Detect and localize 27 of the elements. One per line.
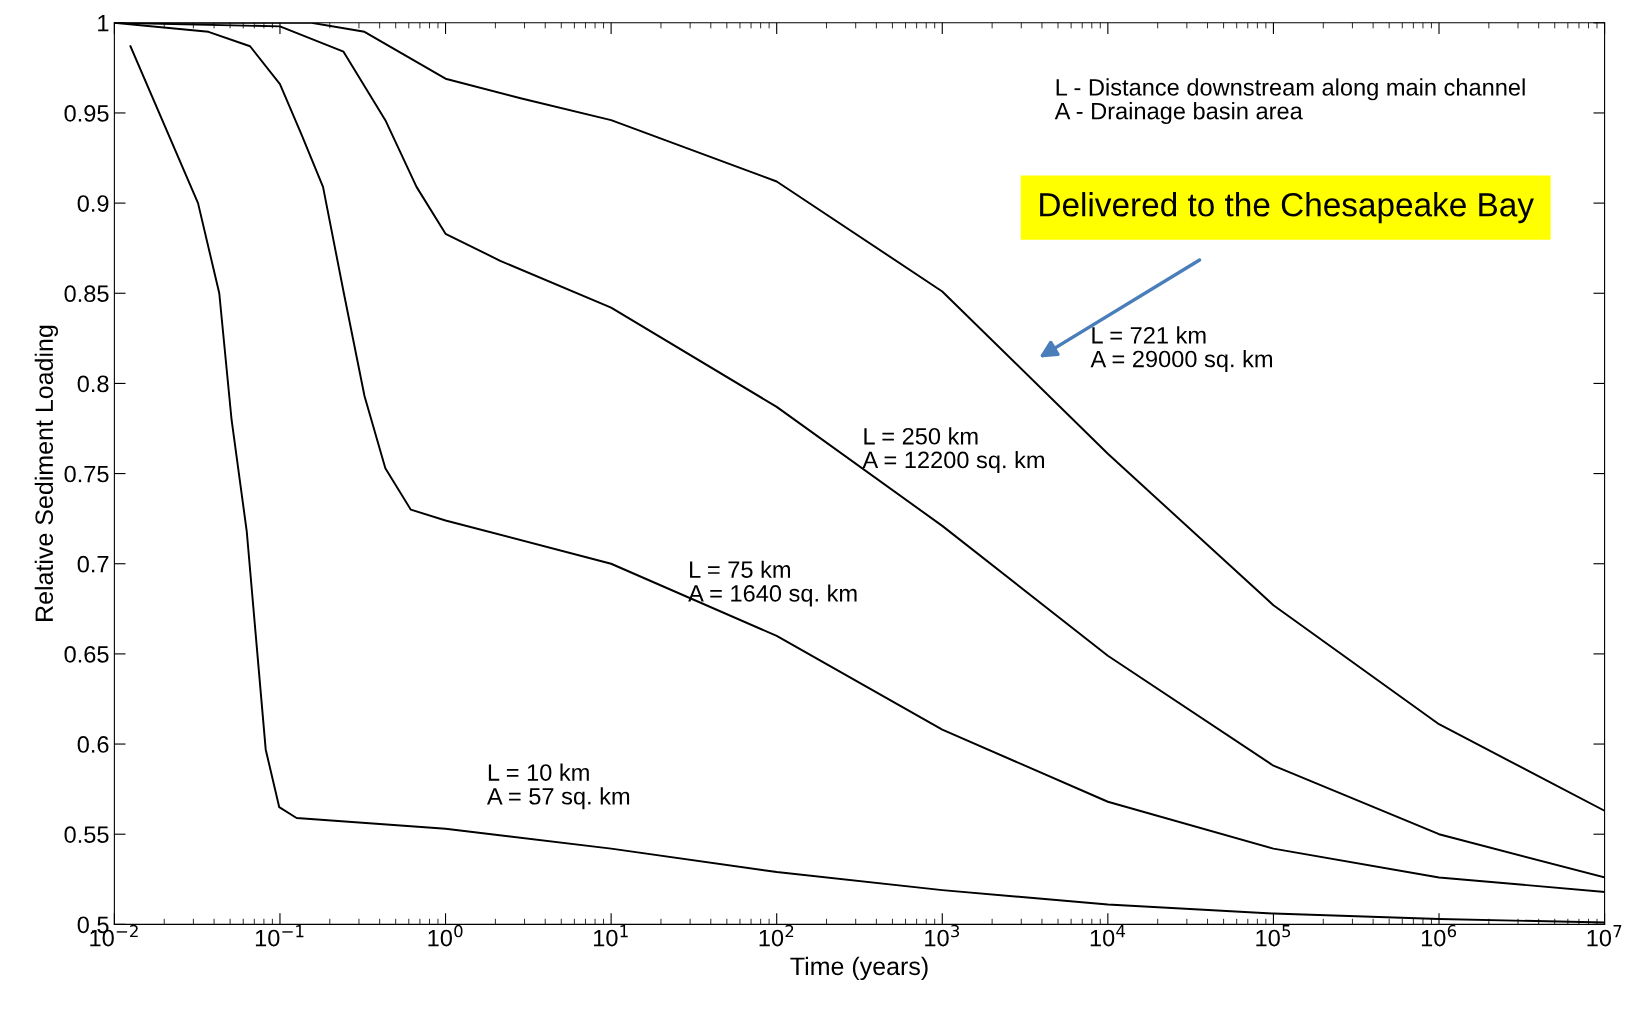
x-tick-label: 10$^{4}$ bbox=[1090, 925, 1126, 947]
x-tick-label: 10$^{7}$ bbox=[1587, 925, 1622, 947]
annotation: L = 250 km A = 12200 sq. km bbox=[862, 427, 1045, 473]
x-axis-title: Time (years) bbox=[790, 956, 928, 981]
annotation: Delivered to the Chesapeake Bay bbox=[1040, 192, 1534, 224]
y-tick-label: 0.8 bbox=[77, 375, 109, 393]
x-tick-label: 10$^{3}$ bbox=[925, 924, 960, 947]
x-tick-label: 10$^{−1}$ bbox=[255, 925, 304, 947]
annotation: L = 10 km A = 57 sq. km bbox=[486, 763, 630, 810]
y-tick-label: 0.6 bbox=[77, 736, 109, 753]
y-tick-label: 0.55 bbox=[64, 826, 109, 843]
y-tick-label: 0.65 bbox=[64, 645, 109, 663]
y-tick-label: 0.95 bbox=[64, 105, 109, 122]
y-tick-label: 0.75 bbox=[64, 465, 109, 483]
y-tick-label: 1 bbox=[98, 15, 109, 32]
x-tick-label: 10$^{5}$ bbox=[1256, 925, 1291, 947]
annotation: L = 721 km A = 29000 sq. km bbox=[1090, 326, 1273, 373]
x-tick-label: 10$^{1}$ bbox=[594, 925, 628, 947]
y-tick-label: 0.7 bbox=[77, 555, 109, 573]
x-tick-label: 10$^{0}$ bbox=[428, 924, 463, 947]
x-tick-label: 10$^{6}$ bbox=[1421, 924, 1457, 947]
annotation: L - Distance downstream along main channel A - Drainage basin area bbox=[1054, 78, 1525, 125]
x-tick-label: 10$^{2}$ bbox=[759, 924, 794, 947]
y-tick-label: 0.85 bbox=[64, 285, 109, 303]
y-axis-title: Relative Sediment Loading bbox=[34, 325, 59, 621]
y-tick-label: 0.9 bbox=[77, 195, 109, 212]
annotation: L = 75 km A = 1640 sq. km bbox=[688, 560, 857, 607]
